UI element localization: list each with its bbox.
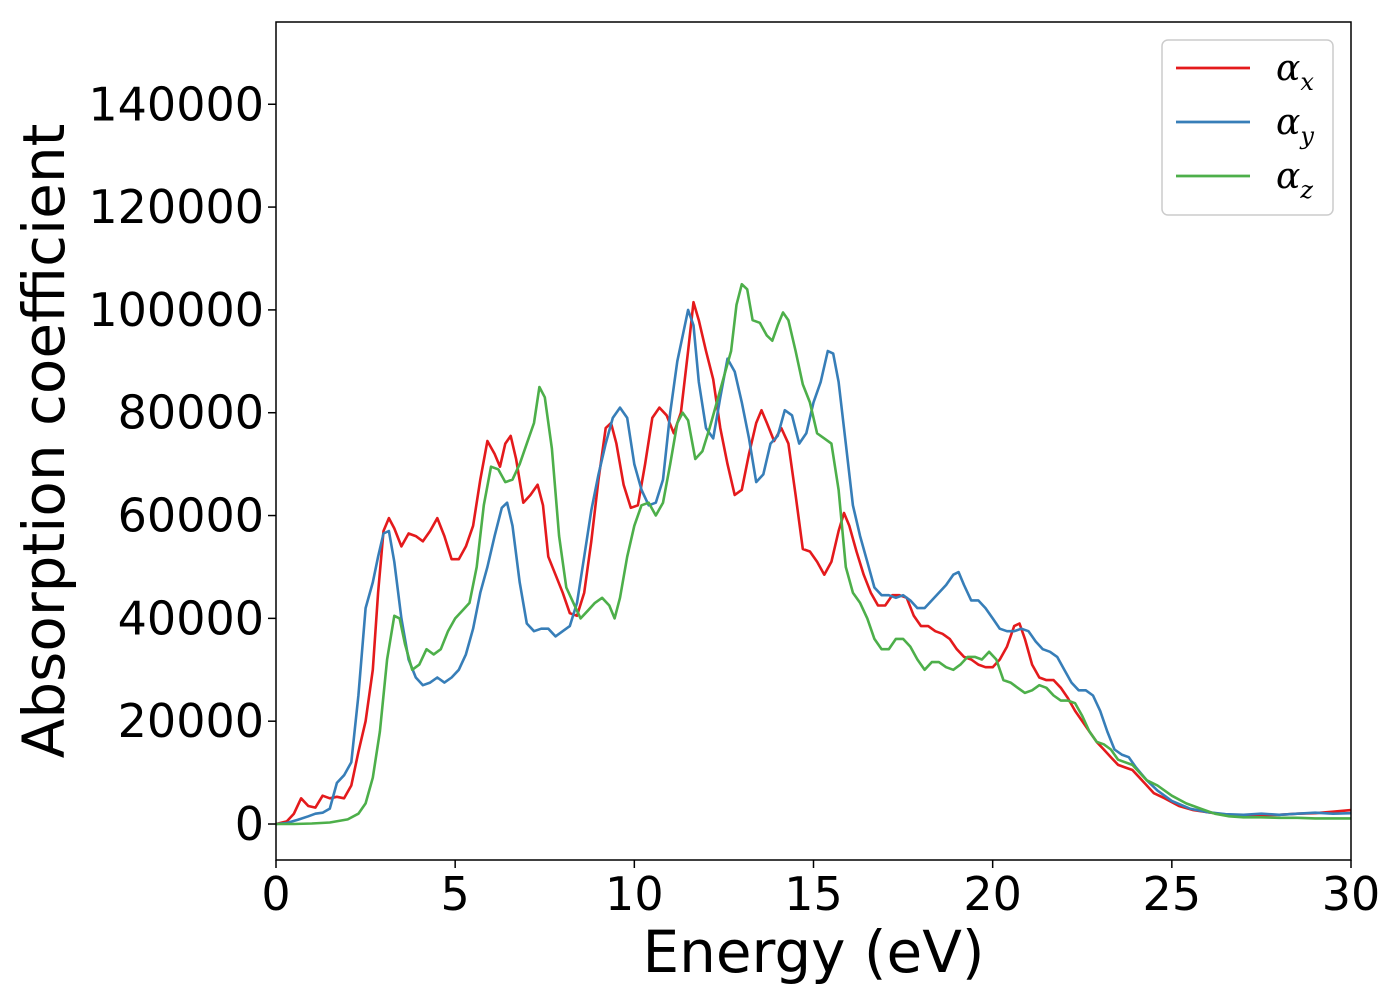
y-tick-label: 100000: [88, 283, 264, 337]
x-tick-label: 30: [1322, 867, 1381, 921]
y-tick-label: 120000: [88, 180, 264, 234]
x-tick-label: 25: [1143, 867, 1202, 921]
legend-symbol: α: [1276, 48, 1300, 89]
y-tick-label: 140000: [88, 77, 264, 131]
y-tick-label: 80000: [118, 386, 264, 440]
legend-symbol: α: [1276, 156, 1300, 197]
series-line-x: [275, 300, 1352, 826]
x-tick-label: 10: [605, 867, 664, 921]
series-line-y: [275, 308, 1352, 826]
x-tick-label: 0: [261, 867, 290, 921]
y-tick-label: 20000: [118, 694, 264, 748]
legend-subscript: x: [1300, 68, 1314, 96]
x-axis: 0 5 10 15 20 25 30: [261, 860, 1380, 921]
y-tick-label: 0: [235, 797, 264, 851]
x-tick-label: 20: [963, 867, 1022, 921]
y-tick-label: 60000: [118, 489, 264, 543]
legend-label-z: αz: [1276, 156, 1313, 204]
x-tick-label: 15: [784, 867, 843, 921]
legend-subscript: z: [1299, 176, 1313, 204]
legend-box: [1161, 39, 1334, 216]
y-axis-title: Absorption coefficient: [10, 124, 78, 759]
x-tick-label: 5: [441, 867, 470, 921]
legend-symbol: α: [1276, 102, 1300, 143]
series-line-z: [276, 282, 1351, 826]
y-axis: 0 20000 40000 60000 80000 100000 120000 140000: [88, 77, 276, 851]
series-layer: [275, 282, 1352, 826]
legend-label-x: αx: [1276, 48, 1314, 96]
y-tick-label: 40000: [118, 591, 264, 645]
x-axis-title: Energy (eV): [642, 918, 984, 986]
legend-subscript: y: [1299, 122, 1314, 150]
legend-label-y: αy: [1276, 102, 1314, 150]
